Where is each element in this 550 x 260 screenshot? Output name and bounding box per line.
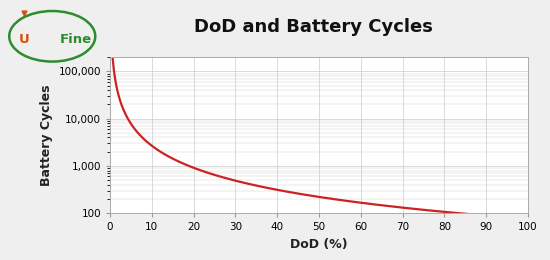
Y-axis label: Battery Cycles: Battery Cycles <box>40 84 53 186</box>
Text: Fine: Fine <box>60 32 92 46</box>
X-axis label: DoD (%): DoD (%) <box>290 238 348 251</box>
Text: U: U <box>19 32 30 46</box>
Text: DoD and Battery Cycles: DoD and Battery Cycles <box>194 18 433 36</box>
